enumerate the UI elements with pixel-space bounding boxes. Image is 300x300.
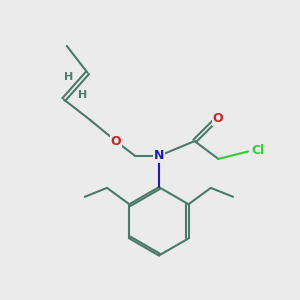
Text: O: O [110,135,121,148]
Text: H: H [64,72,73,82]
Text: Cl: Cl [252,143,265,157]
Text: O: O [212,112,223,125]
Text: N: N [154,149,164,162]
Text: H: H [79,90,88,100]
